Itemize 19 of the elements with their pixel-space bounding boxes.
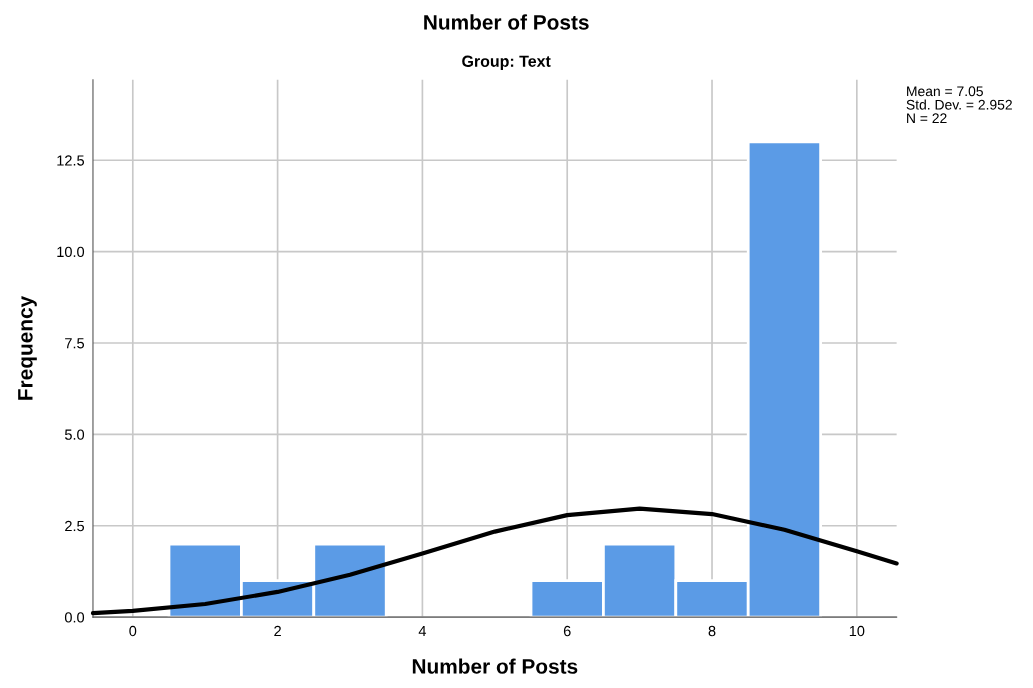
chart-subtitle: Group: Text <box>462 55 551 71</box>
x-tick-label: 2 <box>274 625 281 637</box>
x-tick-label: 4 <box>418 626 427 637</box>
x-tick-label: 8 <box>708 625 716 637</box>
text: Mean = 7.05 <box>907 86 983 97</box>
x-tick-label: 0 <box>129 625 137 637</box>
y-tick-label: 2.5 <box>65 520 85 532</box>
x-tick-label: 6 <box>563 625 571 637</box>
x-tick-label: 10 <box>849 625 865 637</box>
chart-title: Number of Posts <box>424 14 589 30</box>
text: N = 22 <box>907 113 947 123</box>
y-tick-label: 0.0 <box>64 612 85 623</box>
text: Std. Dev. = 2.952 <box>906 99 1012 110</box>
y-tick-label: 7.5 <box>65 338 85 349</box>
y-tick-label: 12.5 <box>57 155 85 166</box>
y-tick-label: 5.0 <box>64 429 85 440</box>
y-axis-title: Frequency <box>18 295 37 400</box>
y-tick-label: 10.0 <box>57 246 85 258</box>
x-axis-title: Number of Posts <box>412 658 578 674</box>
